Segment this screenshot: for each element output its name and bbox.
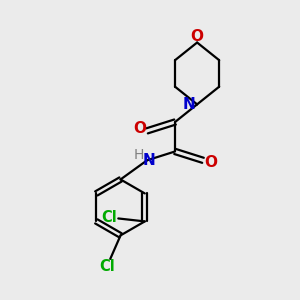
Text: O: O — [133, 121, 146, 136]
Text: O: O — [204, 155, 217, 170]
Text: O: O — [190, 28, 204, 44]
Text: N: N — [182, 97, 195, 112]
Text: N: N — [142, 153, 155, 168]
Text: Cl: Cl — [99, 259, 115, 274]
Text: H: H — [134, 148, 144, 162]
Text: Cl: Cl — [102, 210, 117, 225]
